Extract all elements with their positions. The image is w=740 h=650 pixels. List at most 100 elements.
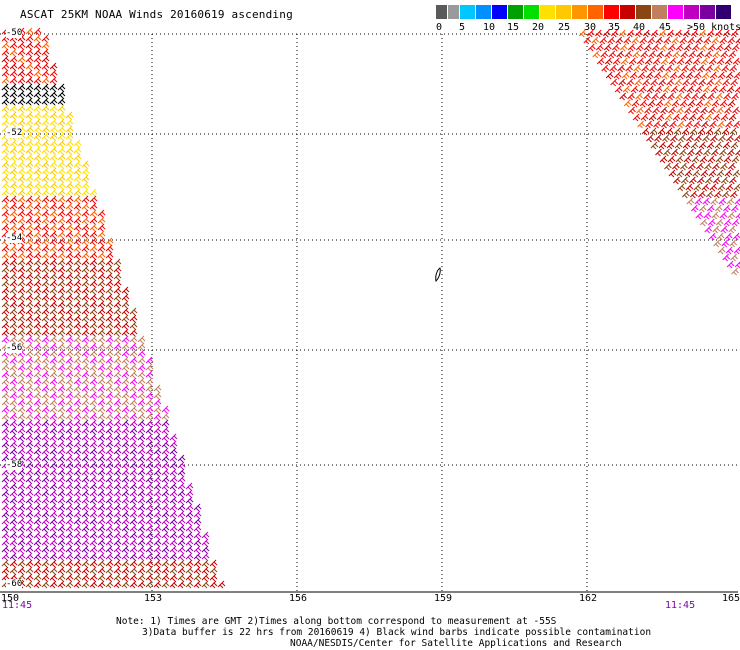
wind-barb — [9, 202, 18, 211]
wind-barb — [121, 447, 130, 456]
legend-tick-label: 45 — [659, 22, 672, 33]
wind-barb — [129, 363, 138, 372]
wind-barb — [137, 419, 146, 428]
wind-barb — [729, 176, 737, 185]
wind-barb — [113, 559, 122, 568]
wind-barb — [25, 503, 34, 512]
wind-barb — [89, 328, 98, 337]
wind-barb — [635, 92, 643, 101]
wind-barb — [9, 195, 18, 204]
wind-barb — [169, 538, 178, 547]
wind-barb — [161, 454, 170, 463]
wind-barb — [1, 356, 10, 365]
wind-barb — [705, 64, 714, 73]
wind-barb — [73, 356, 82, 365]
wind-barb — [25, 391, 34, 400]
wind-barb — [33, 391, 42, 400]
wind-barb — [633, 64, 642, 73]
wind-barb — [49, 223, 58, 232]
wind-barb — [663, 148, 671, 157]
wind-barb — [105, 454, 114, 463]
wind-barb — [9, 566, 18, 575]
wind-barb — [673, 64, 682, 73]
wind-barb — [137, 356, 146, 365]
wind-barb — [57, 314, 66, 323]
wind-barb — [129, 328, 138, 337]
wind-barb — [169, 461, 178, 470]
wind-barb — [17, 482, 26, 491]
wind-barb — [708, 169, 717, 178]
wind-barb — [81, 447, 90, 456]
wind-barb — [49, 566, 58, 575]
wind-barb — [718, 85, 727, 94]
wind-barb — [602, 29, 611, 38]
wind-barb — [153, 405, 162, 414]
wind-barb — [653, 71, 662, 80]
wind-barb — [644, 106, 652, 115]
wind-barb — [137, 573, 146, 582]
wind-barb — [113, 342, 122, 351]
wind-barb — [25, 433, 34, 442]
wind-barb — [65, 552, 74, 561]
wind-barb — [1, 370, 10, 379]
wind-barb — [113, 580, 122, 589]
wind-barb — [145, 426, 154, 435]
wind-barb — [153, 426, 162, 435]
wind-barb — [41, 342, 50, 351]
wind-barb — [25, 34, 34, 43]
wind-barb — [711, 99, 720, 108]
wind-barb — [682, 78, 690, 87]
wind-barb — [17, 160, 26, 169]
wind-barb — [719, 148, 727, 157]
wind-barb — [49, 251, 58, 260]
wind-barb — [710, 85, 719, 94]
wind-barb — [9, 384, 18, 393]
wind-barb — [651, 43, 660, 52]
wind-barb — [1, 433, 10, 442]
wind-barb — [81, 174, 90, 183]
wind-barb — [65, 216, 74, 225]
wind-barb — [1, 69, 10, 78]
wind-barb — [17, 195, 26, 204]
wind-barb — [9, 328, 18, 337]
wind-barb — [169, 475, 178, 484]
wind-barb — [639, 99, 648, 108]
wind-barb — [129, 482, 138, 491]
wind-barb — [25, 545, 34, 554]
wind-barb — [623, 99, 632, 108]
wind-barb — [185, 503, 194, 512]
wind-barb — [81, 244, 90, 253]
wind-barb — [121, 475, 130, 484]
wind-barb — [97, 405, 106, 414]
wind-barb — [153, 517, 162, 526]
wind-barb — [681, 127, 690, 136]
wind-barb — [33, 489, 42, 498]
wind-barb — [89, 384, 98, 393]
wind-barb — [712, 225, 721, 234]
wind-barb — [145, 482, 154, 491]
wind-barb — [17, 566, 26, 575]
wind-barb — [57, 160, 66, 169]
wind-barb — [177, 503, 186, 512]
wind-barb — [33, 69, 42, 78]
wind-barb — [129, 321, 138, 330]
wind-barb — [25, 419, 34, 428]
wind-barb — [41, 566, 50, 575]
wind-barb — [145, 356, 154, 365]
wind-barb — [25, 454, 34, 463]
wind-barb — [145, 517, 154, 526]
wind-barb — [623, 36, 632, 45]
wind-barb — [33, 398, 42, 407]
wind-barb — [153, 419, 162, 428]
wind-barb — [618, 29, 627, 38]
wind-barb — [657, 64, 666, 73]
wind-barb — [121, 433, 130, 442]
wind-barb — [113, 272, 122, 281]
wind-barb — [49, 202, 58, 211]
legend-tick-label: 10 — [483, 22, 496, 33]
wind-barb — [153, 552, 162, 561]
wind-barb — [17, 349, 26, 358]
wind-barb — [1, 377, 10, 386]
wind-barb — [33, 377, 42, 386]
wind-barb — [25, 111, 34, 120]
